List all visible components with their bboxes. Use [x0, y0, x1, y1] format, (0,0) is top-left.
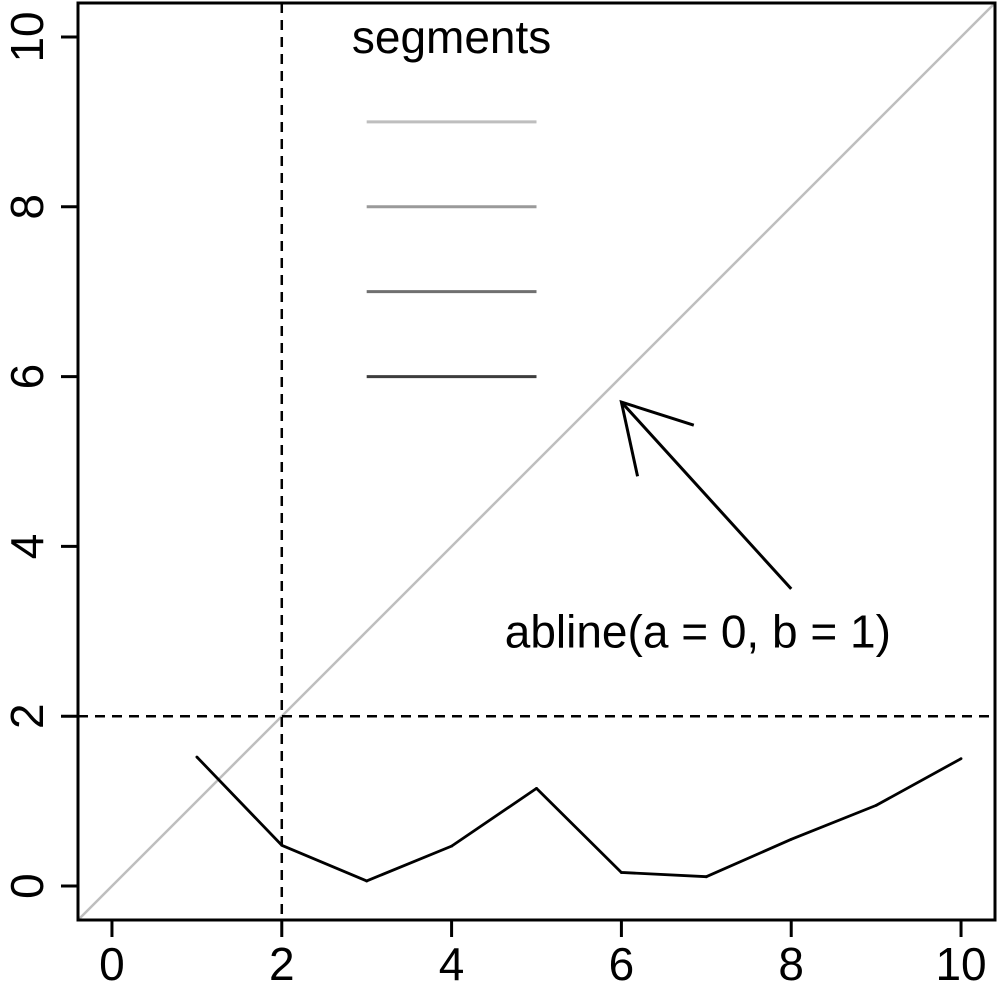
- x-tick-label: 8: [778, 938, 804, 990]
- y-tick-label: 8: [1, 194, 53, 220]
- segments-label: segments: [352, 11, 551, 63]
- series-point: [365, 879, 369, 883]
- series-point: [620, 871, 623, 874]
- series-point: [195, 755, 199, 759]
- x-tick-label: 10: [935, 938, 986, 990]
- abline-annotation: abline(a = 0, b = 1): [505, 605, 891, 657]
- x-tick-label: 6: [609, 938, 635, 990]
- y-tick-label: 2: [1, 703, 53, 729]
- plot-frame: [76, 1, 997, 922]
- x-tick-label: 0: [99, 938, 125, 990]
- x-tick-label: 4: [439, 938, 465, 990]
- series-point: [450, 844, 453, 848]
- arrow-shaft: [620, 401, 793, 590]
- series-point: [280, 843, 284, 847]
- y-tick-label: 0: [1, 873, 53, 899]
- series-point: [959, 757, 963, 761]
- arrow-head: [619, 399, 695, 477]
- x-tick-label: 2: [269, 938, 295, 990]
- y-tick-label: 6: [1, 364, 53, 390]
- series-point: [874, 803, 878, 807]
- series-point: [704, 875, 708, 879]
- series-point: [535, 786, 538, 790]
- y-tick-label: 4: [1, 534, 53, 560]
- series-line-1: [195, 756, 962, 883]
- series-point: [789, 837, 793, 841]
- abline-line: [78, 3, 995, 920]
- y-tick-label: 10: [1, 11, 53, 62]
